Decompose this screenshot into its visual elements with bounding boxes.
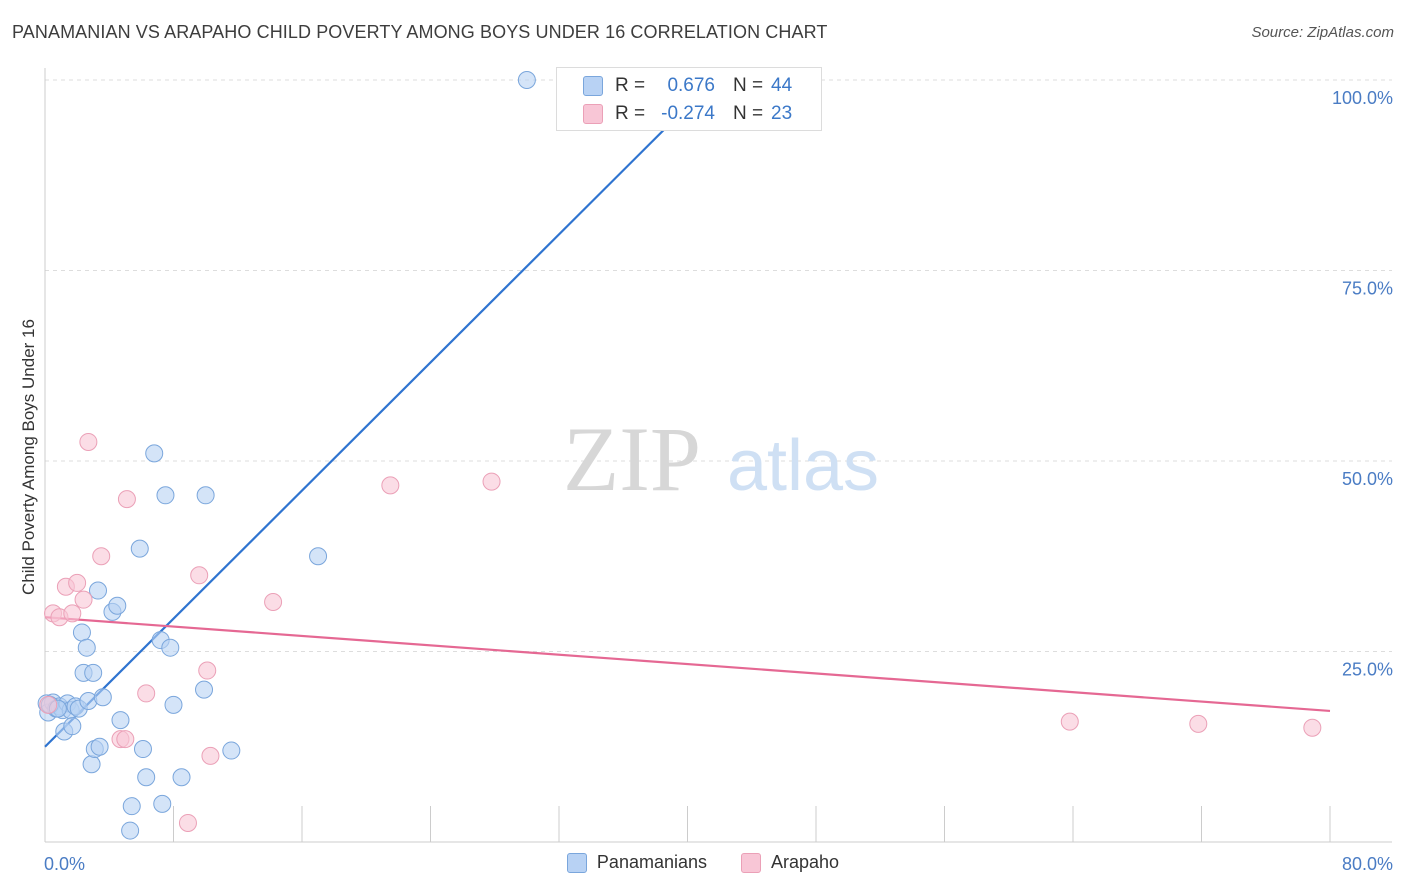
stats-r-label: R =	[615, 103, 646, 124]
grid-lines	[45, 79, 1392, 652]
stats-row-panamanians: R = 0.676 N = 44	[557, 73, 821, 99]
axis-labels: 25.0% 50.0% 75.0% 100.0% 0.0% 80.0% Child Pove…	[19, 88, 1393, 874]
trend-line-arapaho	[44, 616, 1331, 713]
data-point-panamanians[interactable]	[133, 740, 152, 759]
data-point-arapaho[interactable]	[116, 730, 135, 749]
y-tick-label: 50.0%	[1342, 469, 1393, 489]
axes	[44, 68, 1392, 843]
data-point-arapaho[interactable]	[137, 684, 156, 703]
stats-n-label: N =	[733, 75, 764, 96]
trend-lines	[44, 113, 1331, 748]
watermark-zip: ZIP	[563, 408, 701, 510]
data-point-arapaho[interactable]	[63, 604, 82, 623]
data-point-panamanians[interactable]	[108, 596, 127, 615]
data-point-arapaho[interactable]	[1060, 712, 1079, 731]
stats-box: R = 0.676 N = 44 R = -0.274 N = 23	[556, 67, 822, 131]
data-point-panamanians[interactable]	[161, 638, 180, 657]
data-point-arapaho[interactable]	[198, 661, 217, 680]
stats-n-label: N =	[733, 103, 764, 124]
data-point-panamanians[interactable]	[517, 71, 536, 89]
source-label: Source: ZipAtlas.com	[1251, 24, 1394, 41]
legend-swatch-pink	[741, 852, 761, 873]
legend-swatch-blue	[566, 852, 587, 873]
y-tick-label: 25.0%	[1342, 660, 1393, 680]
data-point-panamanians[interactable]	[77, 638, 96, 657]
watermark-atlas: atlas	[727, 426, 879, 506]
data-point-panamanians[interactable]	[63, 717, 82, 736]
legend-label: Panamanians	[596, 852, 707, 872]
stats-swatch-blue	[583, 76, 603, 96]
stats-row-arapaho: R = -0.274 N = 23	[557, 101, 821, 127]
x-tick-label-min: 0.0%	[44, 854, 85, 874]
data-point-arapaho[interactable]	[482, 472, 501, 491]
data-point-arapaho[interactable]	[178, 813, 197, 832]
stats-n-value: 23	[771, 103, 793, 124]
data-point-arapaho[interactable]	[381, 476, 400, 495]
data-point-arapaho[interactable]	[92, 547, 111, 566]
data-point-panamanians[interactable]	[164, 695, 183, 714]
stats-r-value: 0.676	[667, 75, 715, 96]
stats-n-value: 44	[771, 75, 793, 96]
legend: Panamanians Arapaho	[0, 852, 1406, 873]
data-point-arapaho[interactable]	[39, 695, 58, 714]
data-points	[37, 71, 1322, 840]
data-point-panamanians[interactable]	[130, 539, 149, 558]
legend-item-arapaho[interactable]: Arapaho	[741, 852, 839, 873]
trend-line-panamanians	[44, 113, 681, 748]
data-point-arapaho[interactable]	[68, 573, 87, 592]
data-point-panamanians[interactable]	[111, 711, 130, 730]
data-point-panamanians[interactable]	[137, 768, 156, 787]
watermark: ZIP atlas	[563, 408, 879, 510]
legend-label: Arapaho	[771, 852, 840, 872]
stats-r-label: R =	[615, 75, 646, 96]
stats-swatch-pink	[583, 104, 603, 124]
data-point-panamanians[interactable]	[145, 444, 164, 463]
data-point-arapaho[interactable]	[74, 590, 93, 609]
y-tick-label: 100.0%	[1332, 88, 1393, 108]
data-point-panamanians[interactable]	[222, 741, 241, 760]
y-axis-label: Child Poverty Among Boys Under 16	[19, 319, 38, 595]
data-point-arapaho[interactable]	[1303, 718, 1322, 737]
data-point-panamanians[interactable]	[121, 821, 140, 840]
chart-title: PANAMANIAN VS ARAPAHO CHILD POVERTY AMON…	[12, 22, 828, 42]
x-tick-label-max: 80.0%	[1342, 854, 1393, 874]
data-point-arapaho[interactable]	[264, 592, 283, 611]
data-point-panamanians[interactable]	[72, 623, 91, 642]
data-point-panamanians[interactable]	[156, 486, 175, 505]
data-point-panamanians[interactable]	[89, 581, 108, 600]
data-point-arapaho[interactable]	[201, 746, 220, 765]
data-point-arapaho[interactable]	[190, 566, 209, 585]
data-point-panamanians[interactable]	[172, 768, 191, 787]
data-point-panamanians[interactable]	[122, 797, 141, 816]
data-point-panamanians[interactable]	[196, 486, 215, 505]
data-point-arapaho[interactable]	[117, 490, 136, 509]
data-point-panamanians[interactable]	[90, 737, 109, 756]
data-point-panamanians[interactable]	[82, 755, 101, 774]
data-point-panamanians[interactable]	[93, 688, 112, 707]
legend-item-panamanians[interactable]: Panamanians	[566, 852, 707, 873]
data-point-arapaho[interactable]	[1189, 714, 1208, 733]
y-tick-label: 75.0%	[1342, 279, 1393, 299]
stats-r-value: -0.274	[661, 103, 715, 124]
data-point-panamanians[interactable]	[84, 663, 103, 682]
data-point-panamanians[interactable]	[309, 547, 328, 566]
data-point-arapaho[interactable]	[79, 432, 98, 451]
data-point-panamanians[interactable]	[195, 680, 214, 699]
data-point-panamanians[interactable]	[153, 794, 172, 813]
